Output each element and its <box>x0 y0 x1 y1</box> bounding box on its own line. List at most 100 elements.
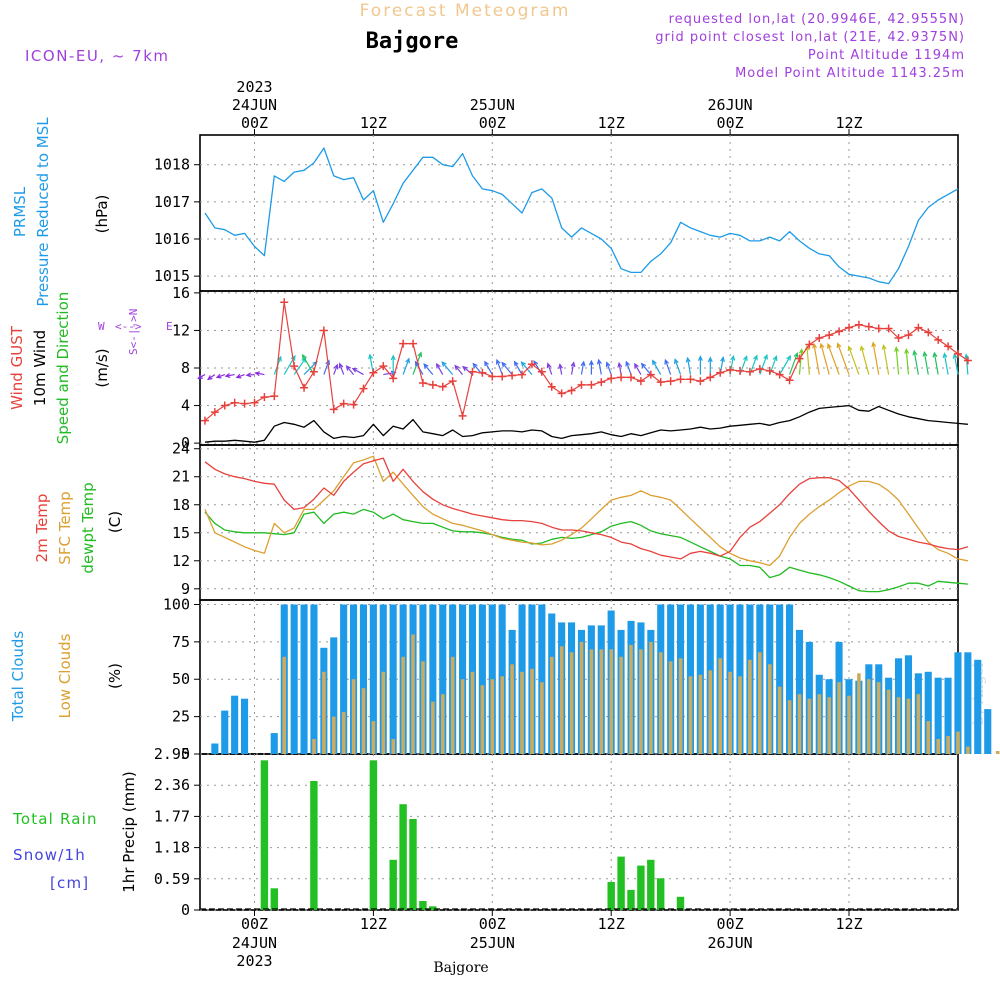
location-title: Bajgore <box>366 29 459 54</box>
wind-arrow-head <box>197 374 203 380</box>
bottom-time-label: 00Z <box>241 915 268 933</box>
total-cloud-bar <box>795 629 803 754</box>
wind-direction-arrow <box>652 360 662 375</box>
total-cloud-bar <box>954 652 962 754</box>
model-altitude: Model Point Altitude 1143.25m <box>735 66 965 81</box>
gust-marker <box>547 382 556 391</box>
wind-arrow-head <box>605 361 611 368</box>
y-tick-label: 1018 <box>154 156 190 174</box>
rain-bar <box>627 889 635 910</box>
wind-arrow-head <box>674 358 679 364</box>
rain-bar <box>409 819 417 910</box>
gust-marker <box>498 372 507 381</box>
gust-marker <box>200 416 209 425</box>
panel-frame <box>199 444 959 601</box>
y-tick-label: 12 <box>172 552 190 570</box>
pressure-line <box>204 147 959 285</box>
y-tick-label: 50 <box>172 670 190 688</box>
y-tick-label: 25 <box>172 708 190 726</box>
low-cloud-bar <box>926 721 931 754</box>
gust-marker <box>597 378 606 387</box>
wind-arrow-head <box>325 359 330 366</box>
compass-line-1: W <box>98 320 105 333</box>
wind-arrow-head <box>720 356 725 362</box>
y-tick-label: 2.95 <box>154 745 190 763</box>
gust-marker <box>854 320 863 329</box>
top-date-label: 24JUN <box>232 96 277 114</box>
y-tick-label: 21 <box>172 468 190 486</box>
rain-bar <box>389 859 397 910</box>
y-tick-label: 100 <box>163 595 190 613</box>
gust-marker <box>944 342 953 351</box>
y-tick-label: 0 <box>181 745 190 763</box>
wind-arrow-head <box>819 342 825 349</box>
wind-10m-label: 10m Wind <box>31 330 49 406</box>
wind-arrow-head <box>685 356 691 363</box>
wind-direction-arrow <box>860 346 870 375</box>
wind-direction-arrow <box>664 359 672 375</box>
gust-marker <box>963 356 972 365</box>
total-cloud-bar <box>964 652 972 754</box>
gust-marker <box>438 382 447 391</box>
total-cloud-bar <box>221 710 229 754</box>
gust-marker <box>795 354 804 363</box>
top-time-label: 12Z <box>598 114 625 132</box>
gust-marker <box>270 392 279 401</box>
gust-marker <box>359 384 368 393</box>
wind-arrow-head <box>436 362 441 369</box>
y-tick-label: 15 <box>172 524 190 542</box>
y-tick-label: 18 <box>172 496 190 514</box>
total-cloud-bar <box>340 604 348 754</box>
wind-speed-line <box>204 404 968 443</box>
low-cloud-bar <box>936 739 940 754</box>
low-cloud-bar <box>401 656 405 754</box>
wind-direction-arrow <box>618 363 622 375</box>
y-tick-label: 1017 <box>154 193 190 211</box>
gust-marker <box>864 322 873 331</box>
gust-marker <box>904 331 913 340</box>
wind-arrow-head <box>922 350 928 357</box>
low-cloud-bar <box>748 659 752 754</box>
gust-marker <box>835 327 844 336</box>
total-cloud-bar <box>290 604 298 754</box>
hpa-label: (hPa) <box>93 195 111 234</box>
precip-mm-label: 1hr Precip (mm) <box>120 771 138 892</box>
requested-coords: requested lon,lat (20.9946E, 42.9555N) <box>669 12 965 27</box>
wind-direction-arrow <box>634 363 642 375</box>
gust-marker <box>914 323 923 332</box>
top-date-label: 25JUN <box>470 96 515 114</box>
y-tick-label: 1015 <box>154 267 190 285</box>
wind-direction-arrow <box>674 359 682 375</box>
wind-direction-arrow <box>848 346 860 375</box>
gust-marker <box>379 362 388 371</box>
gust-marker <box>775 370 784 379</box>
gust-marker <box>736 366 745 375</box>
total-cloud-bar <box>478 604 486 754</box>
wind-arrow-head <box>417 351 422 358</box>
wind-direction-arrow <box>827 343 840 375</box>
total-cloud-bar <box>984 709 992 754</box>
low-cloud-bar <box>411 634 415 754</box>
wind-direction-arrow <box>580 361 585 375</box>
low-cloud-bar <box>966 746 970 754</box>
total-cloud-bar <box>805 641 813 754</box>
bottom-date-label: 25JUN <box>470 934 515 952</box>
low-cloud-bar <box>550 656 554 754</box>
gust-marker <box>290 362 299 371</box>
wind-arrow-head <box>301 353 307 360</box>
y-tick-label: 75 <box>172 633 190 651</box>
total-cloud-bar <box>241 698 249 754</box>
total-cloud-bar <box>211 743 219 754</box>
low-cloud-bar <box>768 664 772 754</box>
temp-axis-title: 2m Temp SFC Temp dewpt Temp (C) <box>33 482 124 573</box>
wind-direction-arrow <box>333 364 338 375</box>
top-time-label: 00Z <box>479 114 506 132</box>
rain-bar <box>419 901 427 910</box>
low-cloud-bar <box>817 694 822 754</box>
rain-bar <box>310 781 318 910</box>
gust-marker <box>706 373 715 382</box>
low-cloud-bar <box>540 682 544 754</box>
wind-arrow-head <box>338 362 344 369</box>
wind-arrow-head <box>942 352 948 359</box>
total-cloud-bar <box>934 677 942 754</box>
